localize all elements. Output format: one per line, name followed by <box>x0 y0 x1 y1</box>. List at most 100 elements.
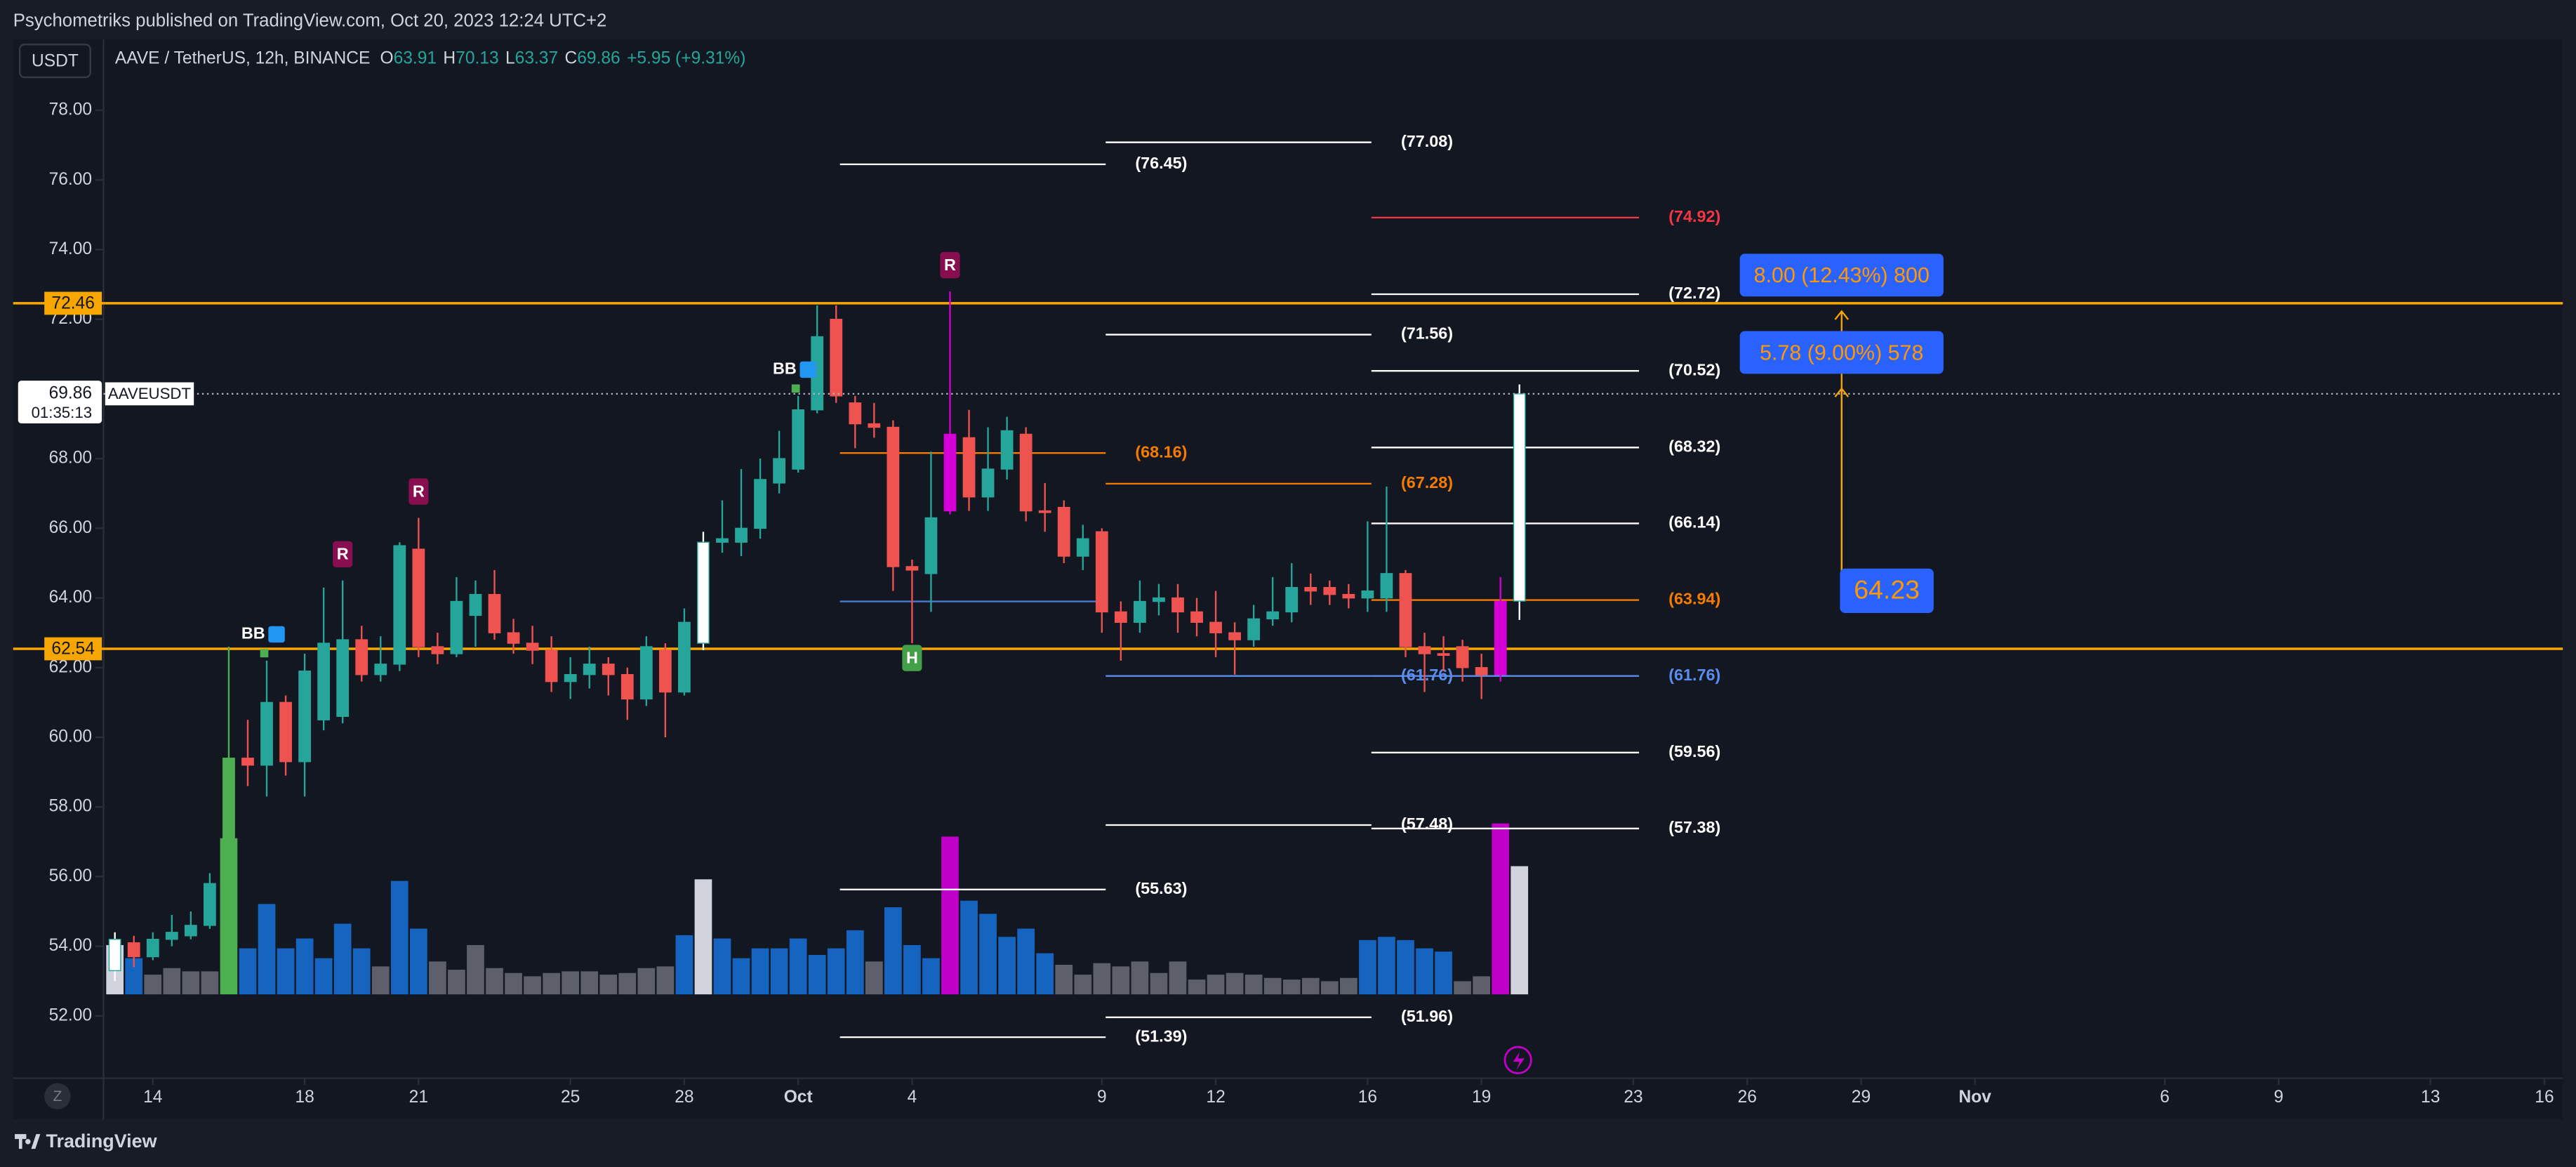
volume-bar <box>258 904 276 995</box>
candle-body <box>1266 611 1280 620</box>
x-tick-label: 9 <box>2274 1088 2284 1107</box>
signal-marker <box>409 478 429 505</box>
key-level-label: 72.46 <box>51 294 94 313</box>
candle-body <box>450 600 463 654</box>
volume-bar <box>884 907 902 995</box>
x-tick-label: Nov <box>1959 1088 1992 1107</box>
measure-box <box>1739 331 1944 374</box>
scale-button[interactable] <box>44 1083 71 1109</box>
lightning <box>1513 1052 1525 1070</box>
candle-body <box>336 639 350 717</box>
volume-bar <box>1131 961 1149 995</box>
ohlc-value: 63.91 <box>394 49 437 68</box>
x-tick-label: Oct <box>784 1088 813 1107</box>
y-tick-label: 66.00 <box>49 518 92 537</box>
candle-body <box>165 932 178 940</box>
volume-bar <box>941 836 959 995</box>
candle-body <box>1190 611 1203 624</box>
y-tick-label: 74.00 <box>49 239 92 258</box>
currency-label[interactable]: USDT <box>32 51 79 70</box>
volume-bar <box>1226 972 1244 995</box>
symbol-name: AAVE / TetherUS, 12h, BINANCE <box>115 49 371 68</box>
level-label: (72.72) <box>1668 284 1720 302</box>
level-label: (70.52) <box>1668 360 1720 378</box>
candle-body <box>1019 433 1033 512</box>
event-icon[interactable] <box>1503 1046 1532 1074</box>
candle-body <box>412 548 425 647</box>
volume-bar <box>903 944 921 995</box>
level-label: (61.76) <box>1668 666 1720 684</box>
currency-button[interactable] <box>18 44 91 79</box>
candle-body <box>697 541 710 644</box>
volume-bar <box>448 970 465 995</box>
x-tick-label: 26 <box>1738 1088 1757 1107</box>
x-tick-label: 16 <box>1358 1088 1377 1107</box>
volume-bar <box>713 938 731 995</box>
ohlc-letter: O <box>380 49 393 68</box>
level-label: (51.39) <box>1135 1027 1187 1045</box>
candle-body <box>223 758 235 891</box>
y-tick-label: 58.00 <box>49 797 92 816</box>
volume-bar <box>770 948 788 995</box>
candle-body <box>374 664 387 675</box>
volume-bar <box>827 948 845 995</box>
candle-body <box>1285 586 1299 613</box>
signal-label: R <box>944 256 956 274</box>
level-label: (51.96) <box>1401 1007 1453 1025</box>
volume-bar <box>1378 937 1395 995</box>
candle-body <box>1475 667 1488 675</box>
x-tick-label: 18 <box>295 1088 314 1107</box>
brand-logo <box>15 1134 41 1149</box>
y-tick-label: 52.00 <box>49 1006 92 1024</box>
candle-body <box>1114 611 1127 624</box>
candle-body <box>1228 632 1242 640</box>
measure-label: 5.78 (9.00%) 578 <box>1760 341 1923 364</box>
measure-base-label: 64.23 <box>1854 574 1920 604</box>
last-price-badge <box>18 381 102 424</box>
volume-bar <box>390 881 409 995</box>
volume-bar <box>333 923 352 995</box>
level-label: (77.08) <box>1401 132 1453 150</box>
last-price-label: 69.86 <box>49 383 92 402</box>
scale-button-label[interactable]: Z <box>53 1088 62 1105</box>
y-tick-label: 56.00 <box>49 866 92 885</box>
volume-bar <box>1454 981 1471 995</box>
level-label: (67.28) <box>1401 473 1453 492</box>
level-label: (68.32) <box>1668 437 1720 455</box>
candle-body <box>526 642 539 651</box>
candle-body <box>1171 597 1184 613</box>
candle-body <box>241 758 254 766</box>
volume-bar <box>1074 975 1092 995</box>
volume-bar <box>1188 980 1206 995</box>
level-label: (74.92) <box>1668 207 1720 225</box>
volume-bar <box>637 968 656 995</box>
volume-bar <box>562 971 580 995</box>
volume-bar <box>599 975 618 995</box>
level-label: (57.38) <box>1668 818 1720 836</box>
volume-bar <box>998 937 1016 995</box>
candle-body <box>1038 510 1051 513</box>
volume-bar <box>371 966 390 995</box>
candle-body <box>639 646 653 700</box>
y-tick-label: 78.00 <box>49 100 92 119</box>
volume-bar <box>1093 963 1111 995</box>
candle-body <box>127 942 140 958</box>
signal-flag <box>260 649 269 658</box>
ohlc-value: 69.86 <box>577 49 620 68</box>
level-label: (71.56) <box>1401 324 1453 343</box>
volume-bar <box>865 961 883 995</box>
x-tick-label: 28 <box>675 1088 693 1107</box>
volume-bar <box>1207 975 1225 995</box>
volume-bar <box>1435 951 1452 995</box>
candle-body <box>1247 618 1261 640</box>
ohlc-value: 70.13 <box>456 49 498 68</box>
chart-pane <box>13 39 2563 1120</box>
x-tick-label: 29 <box>1852 1088 1871 1107</box>
x-tick-label: 13 <box>2421 1088 2440 1107</box>
candle-body <box>830 319 843 397</box>
ohlc-value: 63.37 <box>515 49 558 68</box>
volume-bar <box>1112 966 1130 995</box>
volume-bar <box>846 930 864 995</box>
volume-bar <box>277 948 295 995</box>
signal-label: R <box>413 482 425 500</box>
